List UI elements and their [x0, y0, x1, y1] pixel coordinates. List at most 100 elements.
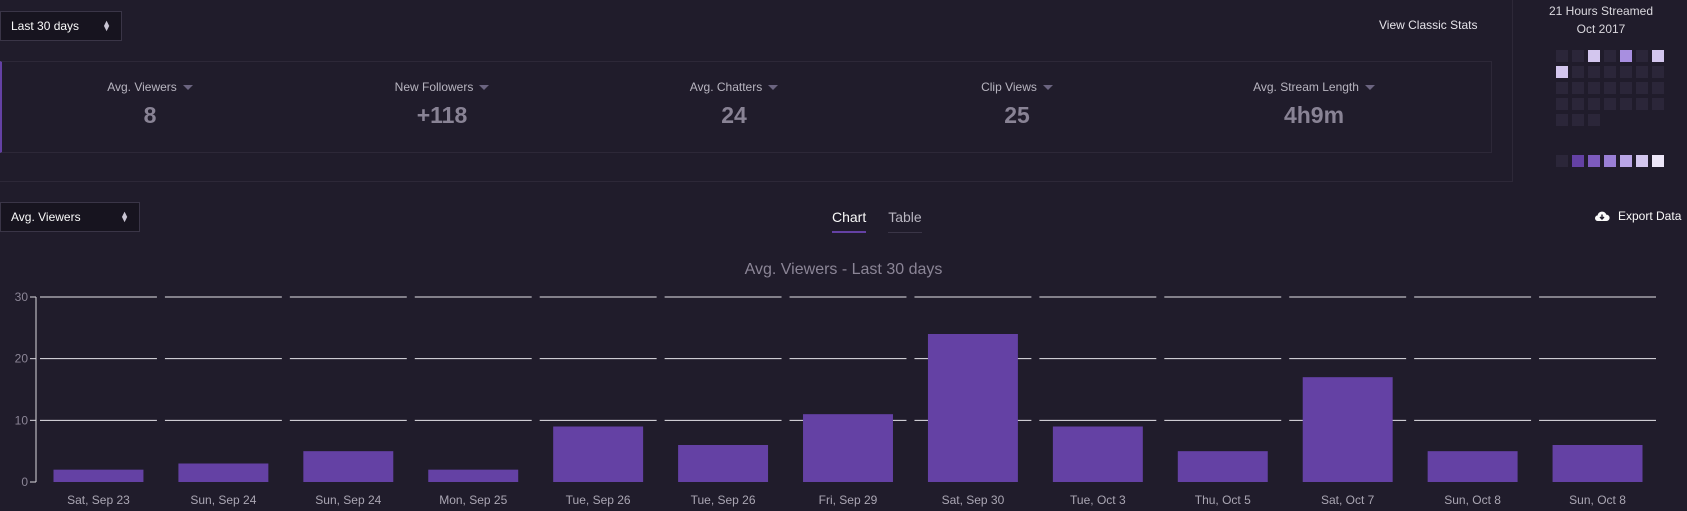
bar[interactable] — [428, 469, 519, 482]
export-data-label: Export Data — [1618, 209, 1682, 223]
date-range-value: Last 30 days — [11, 19, 80, 33]
legend-swatch — [1652, 155, 1664, 167]
x-tick-label: Sat, Sep 30 — [942, 493, 1005, 507]
calendar-day[interactable] — [1636, 66, 1648, 78]
caret-down-icon — [1042, 85, 1053, 91]
calendar-day[interactable] — [1620, 98, 1632, 110]
view-tabs: Chart Table — [832, 207, 944, 233]
tab-table[interactable]: Table — [888, 207, 922, 233]
legend-swatch — [1620, 155, 1632, 167]
legend-swatch — [1572, 155, 1584, 167]
y-tick-label: 30 — [15, 290, 29, 304]
stat-value: +118 — [416, 102, 468, 128]
calendar-day[interactable] — [1652, 50, 1664, 62]
calendar-day[interactable] — [1604, 66, 1616, 78]
caret-down-icon — [768, 85, 779, 91]
y-tick-label: 0 — [21, 475, 28, 489]
stat-avg-stream-length[interactable]: Avg. Stream Length 4h9m — [1184, 62, 1444, 129]
calendar-day[interactable] — [1572, 50, 1584, 62]
tab-chart[interactable]: Chart — [832, 207, 867, 233]
calendar-day[interactable] — [1572, 66, 1584, 78]
x-tick-label: Sun, Oct 8 — [1569, 493, 1626, 507]
calendar-day[interactable] — [1556, 98, 1568, 110]
calendar-day[interactable] — [1588, 114, 1600, 126]
bar[interactable] — [178, 463, 269, 483]
bar[interactable] — [927, 334, 1018, 482]
x-tick-label: Sun, Oct 8 — [1444, 493, 1501, 507]
calendar-day[interactable] — [1556, 66, 1568, 78]
calendar-day[interactable] — [1588, 98, 1600, 110]
y-tick-label: 20 — [15, 352, 29, 366]
x-tick-label: Sun, Sep 24 — [315, 493, 381, 507]
chart-title: Avg. Viewers - Last 30 days — [744, 261, 943, 278]
calendar-day[interactable] — [1556, 82, 1568, 94]
calendar-day[interactable] — [1572, 114, 1584, 126]
export-data-button[interactable]: Export Data — [1594, 209, 1681, 223]
bar[interactable] — [1052, 426, 1143, 483]
bar[interactable] — [1177, 451, 1268, 482]
caret-down-icon — [1364, 85, 1375, 91]
bar[interactable] — [1302, 377, 1393, 482]
calendar-day[interactable] — [1572, 82, 1584, 94]
stat-avg-viewers[interactable]: Avg. Viewers 8 — [20, 62, 280, 129]
calendar-day[interactable] — [1556, 114, 1568, 126]
metric-select[interactable]: Avg. Viewers ▲ ▼ — [0, 202, 140, 232]
select-arrows-icon: ▲ ▼ — [120, 209, 129, 224]
legend-swatch — [1636, 155, 1648, 167]
stat-new-followers[interactable]: New Followers +118 — [312, 62, 572, 129]
stat-value: 4h9m — [1283, 102, 1345, 128]
avg-viewers-bar-chart: 0 10 20 30 Sat, Sep 23 Sun, Sep 24 Sun, Sep 24… — [15, 290, 1656, 507]
stat-label: Avg. Viewers — [107, 80, 177, 94]
calendar-day[interactable] — [1572, 98, 1584, 110]
calendar-day[interactable] — [1636, 98, 1648, 110]
x-tick-label: Tue, Oct 3 — [1070, 493, 1126, 507]
x-tick-label: Mon, Sep 25 — [439, 493, 507, 507]
caret-down-icon — [182, 85, 193, 91]
bar[interactable] — [53, 469, 144, 482]
calendar-day[interactable] — [1652, 82, 1664, 94]
stat-value: 24 — [721, 102, 747, 128]
calendar-day[interactable] — [1652, 66, 1664, 78]
calendar-day[interactable] — [1604, 98, 1616, 110]
stat-avg-chatters[interactable]: Avg. Chatters 24 — [604, 62, 864, 129]
legend-swatch — [1588, 155, 1600, 167]
calendar-day[interactable] — [1636, 50, 1648, 62]
calendar-day[interactable] — [1652, 98, 1664, 110]
bar[interactable] — [1427, 451, 1518, 482]
stat-value: 25 — [1004, 102, 1030, 128]
calendar-day[interactable] — [1588, 66, 1600, 78]
x-tick-label: Sat, Sep 23 — [67, 493, 130, 507]
bar[interactable] — [303, 451, 394, 482]
date-range-select[interactable]: Last 30 days ▲ ▼ — [0, 11, 122, 41]
stats-summary: Avg. Viewers 8 New Followers +118 Avg. C… — [0, 61, 1492, 153]
bar[interactable] — [803, 414, 893, 482]
calendar-day[interactable] — [1620, 50, 1632, 62]
stat-label: New Followers — [394, 80, 474, 94]
stat-label: Avg. Chatters — [689, 80, 763, 94]
stat-value: 8 — [143, 102, 157, 128]
calendar-day[interactable] — [1636, 82, 1648, 94]
calendar-day[interactable] — [1604, 82, 1616, 94]
metric-select-value: Avg. Viewers — [11, 210, 81, 224]
legend-swatch — [1556, 155, 1568, 167]
x-tick-label: Fri, Sep 29 — [819, 493, 878, 507]
caret-down-icon — [479, 85, 490, 91]
calendar-day[interactable] — [1588, 50, 1600, 62]
calendar-day[interactable] — [1604, 50, 1616, 62]
calendar-day[interactable] — [1556, 50, 1568, 62]
sidebar-divider — [1512, 0, 1513, 181]
bar[interactable] — [1552, 445, 1643, 482]
calendar-day[interactable] — [1620, 82, 1632, 94]
calendar-day[interactable] — [1620, 66, 1632, 78]
streamed-summary: 21 Hours Streamed Oct 2017 — [1515, 0, 1687, 38]
calendar-day[interactable] — [1588, 82, 1600, 94]
bar[interactable] — [553, 426, 644, 483]
x-tick-label: Sat, Oct 7 — [1321, 493, 1375, 507]
stat-clip-views[interactable]: Clip Views 25 — [887, 62, 1147, 129]
select-arrows-icon: ▲ ▼ — [102, 18, 111, 33]
bar[interactable] — [678, 445, 769, 482]
y-tick-label: 10 — [15, 413, 29, 427]
stat-label: Clip Views — [981, 80, 1037, 94]
view-classic-stats-link[interactable]: View Classic Stats — [1379, 18, 1478, 32]
cloud-download-icon — [1594, 211, 1610, 222]
